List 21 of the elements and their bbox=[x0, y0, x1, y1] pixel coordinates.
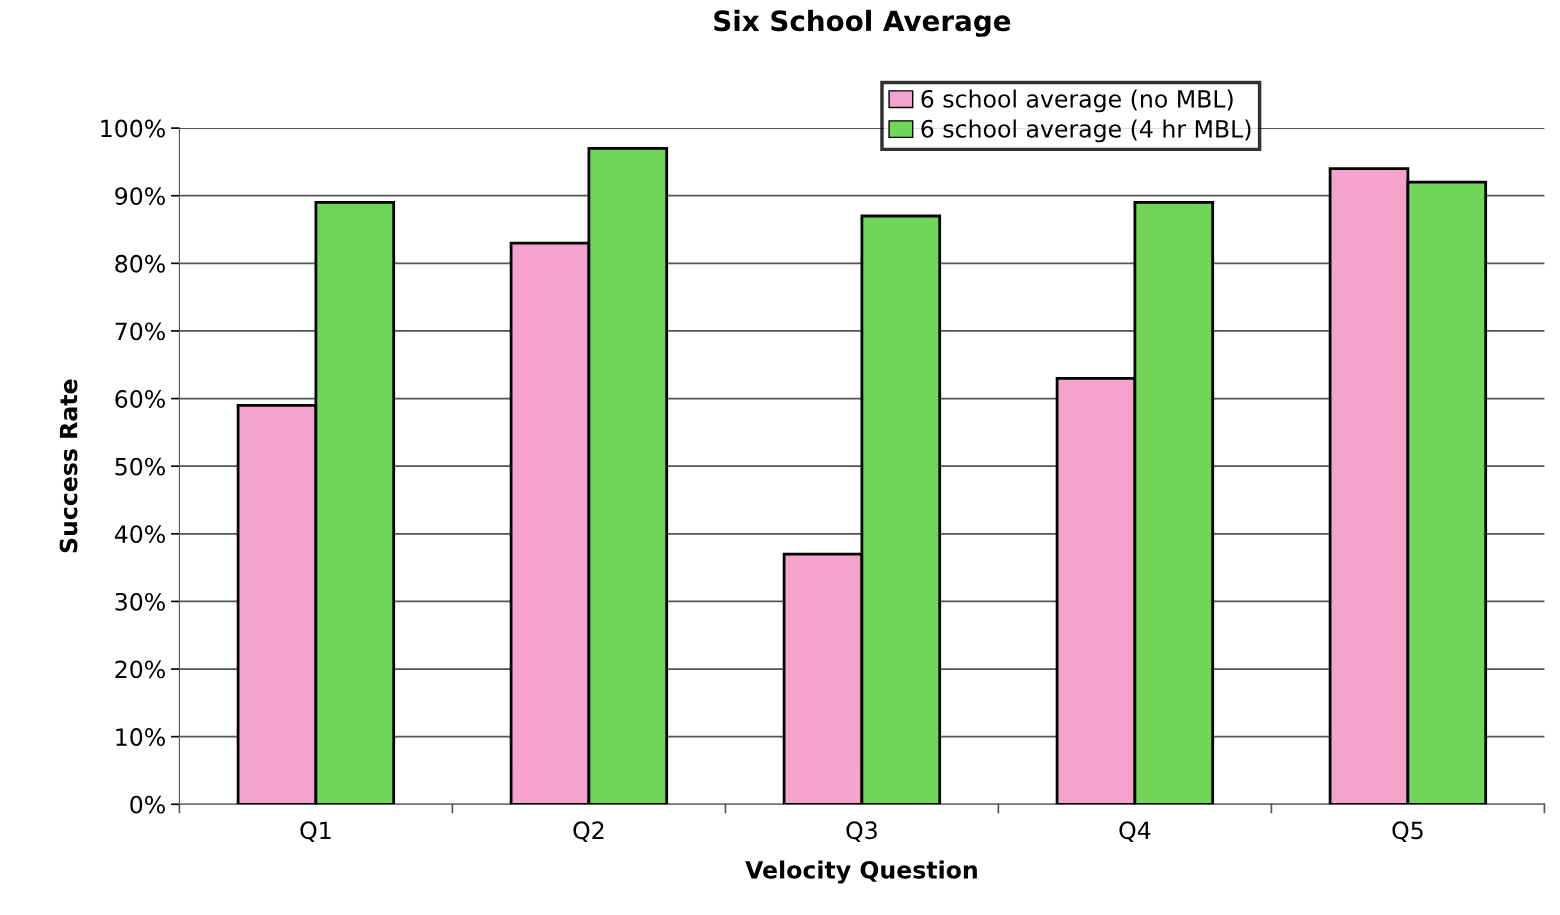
chart-title: Six School Average bbox=[714, 9, 1011, 37]
x-tick-label: Q3 bbox=[846, 821, 877, 842]
y-tick-label: 50% bbox=[115, 457, 165, 476]
y-tick-label: 60% bbox=[115, 390, 165, 408]
x-axis-title: Velocity Question bbox=[745, 860, 977, 884]
x-tick-label: Q5 bbox=[1392, 821, 1423, 842]
x-tick-label: Q2 bbox=[573, 821, 604, 842]
y-tick-label: 20% bbox=[115, 660, 165, 679]
y-tick-label: 100% bbox=[101, 119, 165, 138]
y-axis-title: Success Rate bbox=[59, 379, 78, 553]
x-tick-label: Q1 bbox=[300, 821, 331, 842]
y-tick-label: 10% bbox=[116, 728, 165, 746]
y-tick-label: 90% bbox=[115, 187, 165, 206]
y-tick-label: 30% bbox=[115, 592, 165, 611]
y-tick-label: 0% bbox=[130, 795, 165, 814]
y-tick-label: 40% bbox=[114, 525, 165, 544]
y-tick-label: 70% bbox=[115, 322, 165, 341]
y-tick-label: 80% bbox=[115, 254, 165, 273]
legend-label: 6 school average (no MBL) bbox=[921, 89, 1233, 113]
x-tick-label: Q4 bbox=[1119, 821, 1151, 842]
legend-label: 6 school average (4 hr MBL) bbox=[921, 119, 1251, 143]
